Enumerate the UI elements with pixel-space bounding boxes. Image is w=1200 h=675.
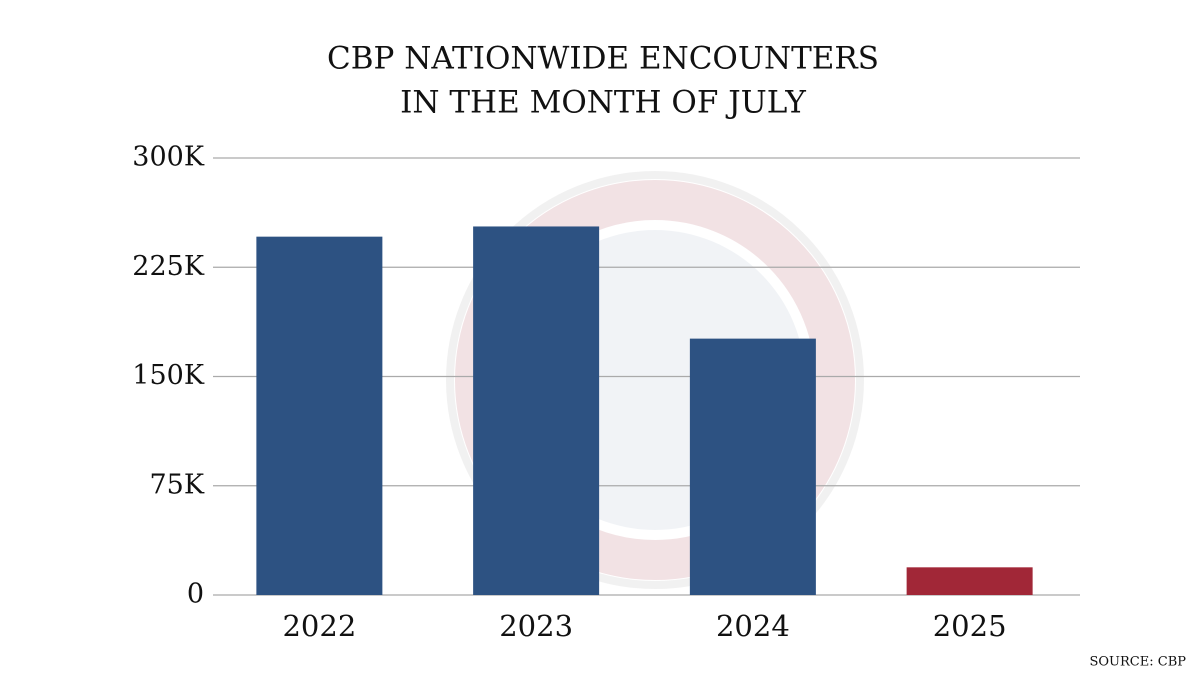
y-tick-label: 0: [187, 579, 204, 610]
chart-title: IN THE MONTH OF JULY: [400, 85, 806, 121]
bar: [256, 236, 383, 595]
x-tick-label: 2024: [716, 609, 790, 643]
y-tick-label: 225K: [132, 251, 205, 282]
y-tick-label: 75K: [149, 469, 204, 500]
bar: [689, 338, 816, 595]
y-tick-label: 300K: [132, 142, 205, 173]
bar: [473, 226, 600, 596]
source-note: SOURCE: CBP: [1089, 655, 1186, 670]
y-tick-label: 150K: [132, 360, 205, 391]
chart-title: CBP NATIONWIDE ENCOUNTERS: [327, 41, 879, 77]
x-tick-label: 2025: [933, 609, 1007, 643]
x-tick-label: 2022: [282, 609, 356, 643]
watermark-ring: [446, 171, 864, 589]
bar: [906, 567, 1033, 595]
x-tick-label: 2023: [499, 609, 573, 643]
